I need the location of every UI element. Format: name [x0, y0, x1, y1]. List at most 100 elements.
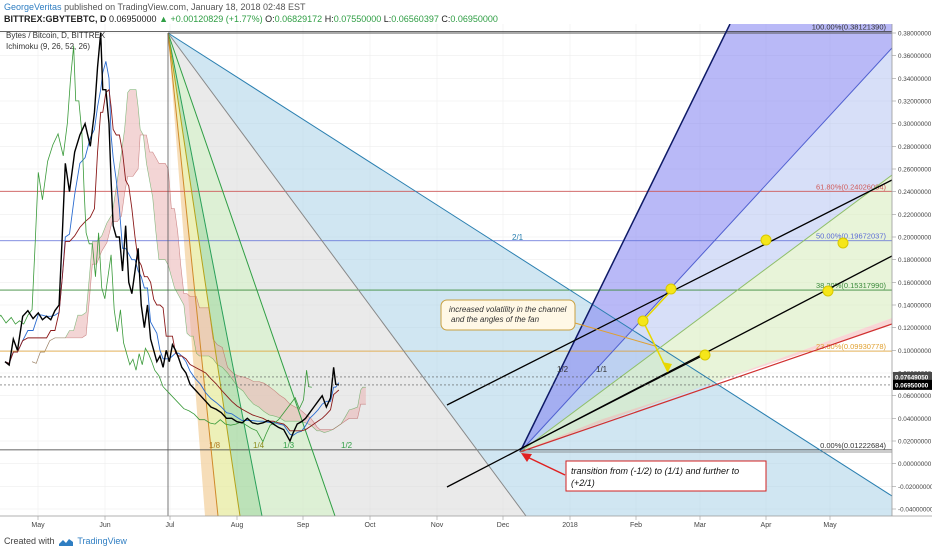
yellow-dot-5: [837, 237, 849, 249]
volatility-pointer: [574, 322, 656, 347]
price-axis[interactable]: 0.38000000 0.36000000 0.34000000 0.32000000…: [892, 31, 932, 514]
fan-labels: 1/8 1/4 1/3 1/2 2/1 1/2 1/1: [209, 233, 608, 450]
y-tick-label: 0.06000000: [898, 393, 932, 400]
price-tag-label: 0.07649050: [895, 374, 929, 381]
price-change: ▲ +0.00120829 (+1.77%): [159, 14, 263, 24]
yellow-arrowhead: [662, 362, 672, 372]
price-tag-box: [893, 371, 932, 382]
yellow-arrow-line-1: [642, 291, 671, 322]
fan-line-1-2: [167, 32, 527, 516]
chikou-span-line: [0, 45, 312, 443]
fan-label-1-4: 1/4: [253, 441, 265, 450]
fan-line-outer: [167, 32, 892, 497]
transition-text-line-1: transition from (-1/2) to (1/1) and furt…: [571, 466, 739, 476]
y-tick-label: 0.34000000: [898, 76, 932, 83]
volatility-text-line-2: and the angles of the fan: [451, 315, 540, 324]
last-price: 0.06950000: [109, 14, 157, 24]
x-tick-label: May: [31, 522, 45, 529]
yellow-markers: [637, 234, 849, 373]
x-tick-label: Aug: [231, 522, 244, 529]
tenkan-sen-line: [4, 61, 340, 436]
time-axis[interactable]: May Jun Jul Aug Sep Oct Nov Dec 2018 Feb Mar Apr May: [31, 516, 837, 529]
ichimoku-cloud: [31, 89, 366, 433]
fib-retracement: 100.00%(0.38121390) 61.80%(0.24026084) 50.…: [0, 23, 892, 451]
open-label: O:: [265, 14, 275, 24]
upfan-label-1-2: 1/2: [557, 365, 569, 374]
fib-level-label: 23.60%(0.09930778): [816, 342, 887, 351]
price-tag-label: 0.06950000: [895, 382, 929, 389]
y-tick-label: 0.22000000: [898, 212, 932, 219]
close-value: 0.06950000: [450, 14, 498, 24]
x-tick-label: Jul: [166, 522, 175, 529]
published-text: published on TradingView.com, January 18…: [64, 2, 306, 12]
y-tick-label: 0.30000000: [898, 121, 932, 128]
y-tick-label: 0.16000000: [898, 280, 932, 287]
footer: Created with TradingView: [4, 535, 127, 547]
created-with-label: Created with: [4, 536, 55, 546]
y-tick-label: 0.20000000: [898, 235, 932, 242]
y-tick-label: 0.12000000: [898, 325, 932, 332]
yellow-dot-3: [699, 349, 711, 361]
symbol-label: BITTREX:GBYTEBTC, D: [4, 14, 107, 24]
x-tick-label: Apr: [761, 522, 773, 529]
y-tick-label: 0.26000000: [898, 167, 932, 174]
senkou-span-a: [31, 89, 366, 433]
low-value: 0.06560397: [391, 14, 439, 24]
tradingview-link[interactable]: TradingView: [77, 536, 127, 546]
fan-line-1-8: [167, 32, 241, 516]
y-tick-label: 0.36000000: [898, 53, 932, 60]
y-tick-label: 0.04000000: [898, 416, 932, 423]
fib-level-label: 38.20%(0.15317990): [816, 281, 887, 290]
x-tick-label: Oct: [365, 522, 376, 529]
y-tick-label: 0.02000000: [898, 439, 932, 446]
x-tick-label: 2018: [562, 522, 578, 529]
speed-fan-lines: [167, 24, 892, 516]
transition-box: [565, 460, 767, 492]
y-tick-label: 0.32000000: [898, 99, 932, 106]
yellow-dot-6: [822, 285, 834, 297]
transition-callout: transition from (-1/2) to (1/1) and furt…: [521, 453, 767, 492]
volatility-text-line-1: increased volatility in the channel: [449, 305, 567, 314]
upfan-fill-purple: [520, 24, 892, 452]
x-tick-label: Jun: [99, 522, 110, 529]
volatility-text: increased volatility in the channel and …: [449, 305, 569, 324]
x-tick-label: Feb: [630, 522, 642, 529]
quote-line: BITTREX:GBYTEBTC, D 0.06950000 ▲ +0.0012…: [4, 14, 498, 25]
fan-label-1-2: 1/2: [341, 441, 353, 450]
plot-area: 100.00%(0.38121390) 61.80%(0.24026084) 50.…: [0, 23, 892, 516]
author-link[interactable]: GeorgeVeritas: [4, 2, 62, 12]
fib-level-label: 0.00%(0.01222684): [820, 441, 886, 450]
fan-label-1-3: 1/3: [283, 441, 295, 450]
indicator-label: Ichimoku (9, 26, 52, 26): [6, 42, 90, 51]
y-tick-label: 0.38000000: [898, 31, 932, 38]
high-value: 0.07550000: [333, 14, 382, 24]
y-tick-label: 0.28000000: [898, 144, 932, 151]
transition-arrowhead: [521, 453, 532, 462]
fan-line-1-4: [167, 32, 263, 516]
fib-level-label: 61.80%(0.24026084): [816, 182, 887, 191]
upfan-line-steep: [519, 24, 731, 453]
close-label: C:: [441, 14, 451, 24]
yellow-dot-2: [665, 283, 677, 295]
x-tick-label: Nov: [431, 522, 444, 529]
upfan-line-4: [519, 323, 892, 453]
x-tick-label: Sep: [297, 522, 310, 529]
y-tick-label: 0.10000000: [898, 348, 932, 355]
transition-text-line-2: (+2/1): [571, 478, 595, 488]
x-tick-label: Mar: [694, 522, 707, 529]
y-tick-label: 0.00000000: [898, 461, 932, 468]
fib-level-label: 100.00%(0.38121390): [812, 23, 887, 32]
volatility-box: [440, 299, 576, 331]
y-tick-label: -0.04000000: [898, 507, 932, 514]
indicator-lines: [0, 32, 340, 443]
open-value: 0.06829172: [274, 14, 323, 24]
fan-label-2-1: 2/1: [512, 233, 524, 242]
volatility-callout: increased volatility in the channel and …: [440, 299, 656, 347]
y-tick-label: 0.18000000: [898, 257, 932, 264]
yellow-dot-4: [760, 234, 772, 246]
fan-line-1-3: [167, 32, 336, 516]
yellow-dot-1: [637, 315, 649, 327]
price-line: [4, 32, 339, 443]
